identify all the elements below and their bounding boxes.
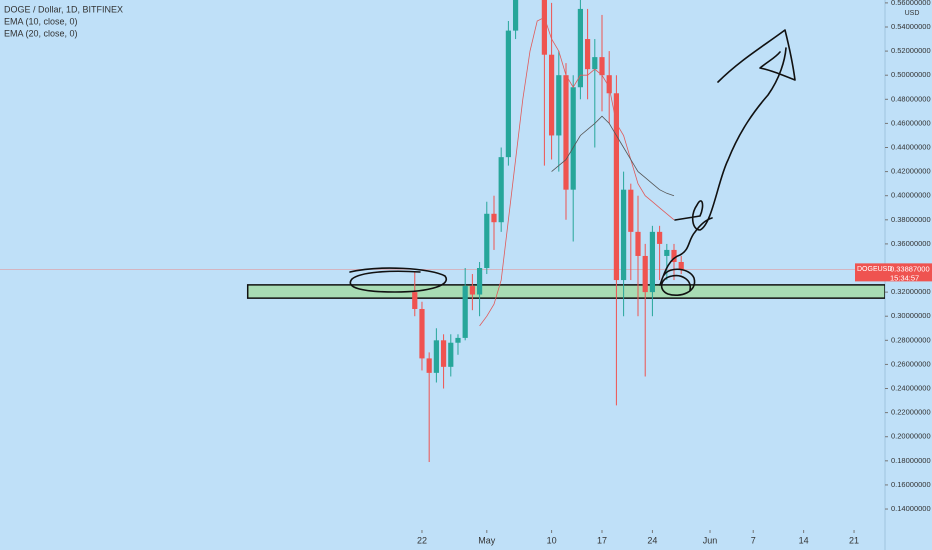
candle-body: [678, 261, 684, 270]
drawings: [349, 29, 796, 296]
y-tick-label: 0.48000000: [891, 94, 931, 103]
x-tick-label: 24: [647, 535, 657, 545]
candle-body: [671, 249, 677, 262]
y-tick-label: 0.30000000: [891, 311, 931, 320]
candle-body: [484, 213, 490, 269]
legend-title: DOGE / Dollar, 1D, BITFINEX: [4, 4, 123, 14]
candle-body: [606, 75, 612, 94]
y-tick-label: 0.18000000: [891, 456, 931, 465]
y-tick-label: 0.22000000: [891, 408, 931, 417]
y-tick-label: 0.32000000: [891, 287, 931, 296]
candle-body: [563, 75, 569, 190]
candle-body: [433, 340, 439, 373]
drawing-arrow-line: [674, 47, 787, 231]
candle-body: [426, 358, 432, 373]
candle-body: [440, 340, 447, 367]
y-tick-label: 0.42000000: [891, 167, 931, 176]
candle-body: [455, 337, 461, 343]
y-tick-label: 0.26000000: [891, 359, 931, 368]
y-tick-label: 0.16000000: [891, 480, 931, 489]
drawing-circle: [660, 268, 696, 296]
candle-body: [657, 231, 663, 244]
axes: 0.14000000 0.16000000 0.18000000 0.20000000…: [417, 0, 932, 545]
countdown: 15:34:57: [890, 273, 919, 282]
candle-body: [419, 308, 425, 359]
candle-body: [556, 75, 562, 136]
drawing-stroke: [659, 217, 713, 286]
ema-line: [479, 16, 675, 327]
candle-body: [512, 0, 519, 31]
y-tick-label: 0.50000000: [891, 70, 931, 79]
drawing-ellipse: [349, 267, 448, 293]
y-tick-label: 0.52000000: [891, 46, 931, 55]
candle-body: [541, 0, 547, 55]
candle-body: [599, 57, 605, 76]
drawing-arrow-head: [717, 29, 796, 83]
candle-body: [613, 93, 620, 281]
legend-ema10: EMA (10, close, 0): [4, 16, 78, 26]
x-tick-label: 21: [849, 535, 859, 545]
x-tick-label: Jun: [703, 535, 718, 545]
candle-body: [664, 249, 670, 256]
plot-area: [0, 0, 885, 463]
candle-body: [469, 286, 475, 295]
candle-body: [491, 213, 497, 223]
candle-body: [584, 39, 591, 70]
x-tick-label: 10: [547, 535, 557, 545]
y-tick-label: 0.38000000: [891, 215, 931, 224]
y-tick-label: 0.14000000: [891, 504, 931, 513]
candle-body: [570, 87, 576, 190]
candle-body: [635, 231, 641, 256]
candle-body: [412, 292, 418, 309]
y-tick-label: 0.46000000: [891, 118, 931, 127]
y-tick-label: 0.40000000: [891, 191, 931, 200]
candle-body: [649, 231, 656, 293]
candle-body: [505, 30, 511, 158]
candle-body: [577, 8, 583, 88]
candle-body: [476, 268, 483, 295]
x-tick-label: 17: [597, 535, 607, 545]
y-tick-label: 0.28000000: [891, 335, 931, 344]
ema-line: [551, 115, 675, 197]
y-tick-label: 0.44000000: [891, 142, 931, 151]
symbol-label: DOGEUSD: [857, 266, 892, 273]
candle-body: [642, 255, 648, 293]
candle-body: [448, 342, 454, 367]
x-tick-label: 22: [417, 535, 427, 545]
y-tick-label: 0.20000000: [891, 432, 931, 441]
support-zone: [246, 284, 885, 299]
x-tick-label: May: [478, 535, 496, 545]
y-tick-label: 0.56000000: [891, 0, 931, 7]
candle-body: [498, 157, 504, 223]
candle-body: [628, 189, 634, 232]
last-price-label: 0.33887000: [890, 264, 930, 273]
y-axis-unit: USD: [905, 10, 920, 17]
candle-body: [621, 189, 627, 281]
legend-ema20: EMA (20, close, 0): [4, 28, 78, 38]
y-tick-label: 0.24000000: [891, 384, 931, 393]
y-tick-label: 0.36000000: [891, 239, 931, 248]
candle-body: [592, 57, 598, 70]
y-tick-label: 0.54000000: [891, 22, 931, 31]
candle-body: [462, 286, 468, 338]
x-tick-label: 14: [799, 535, 809, 545]
price-tag: [855, 263, 932, 282]
candle-body: [548, 54, 555, 136]
x-tick-label: 7: [751, 535, 756, 545]
